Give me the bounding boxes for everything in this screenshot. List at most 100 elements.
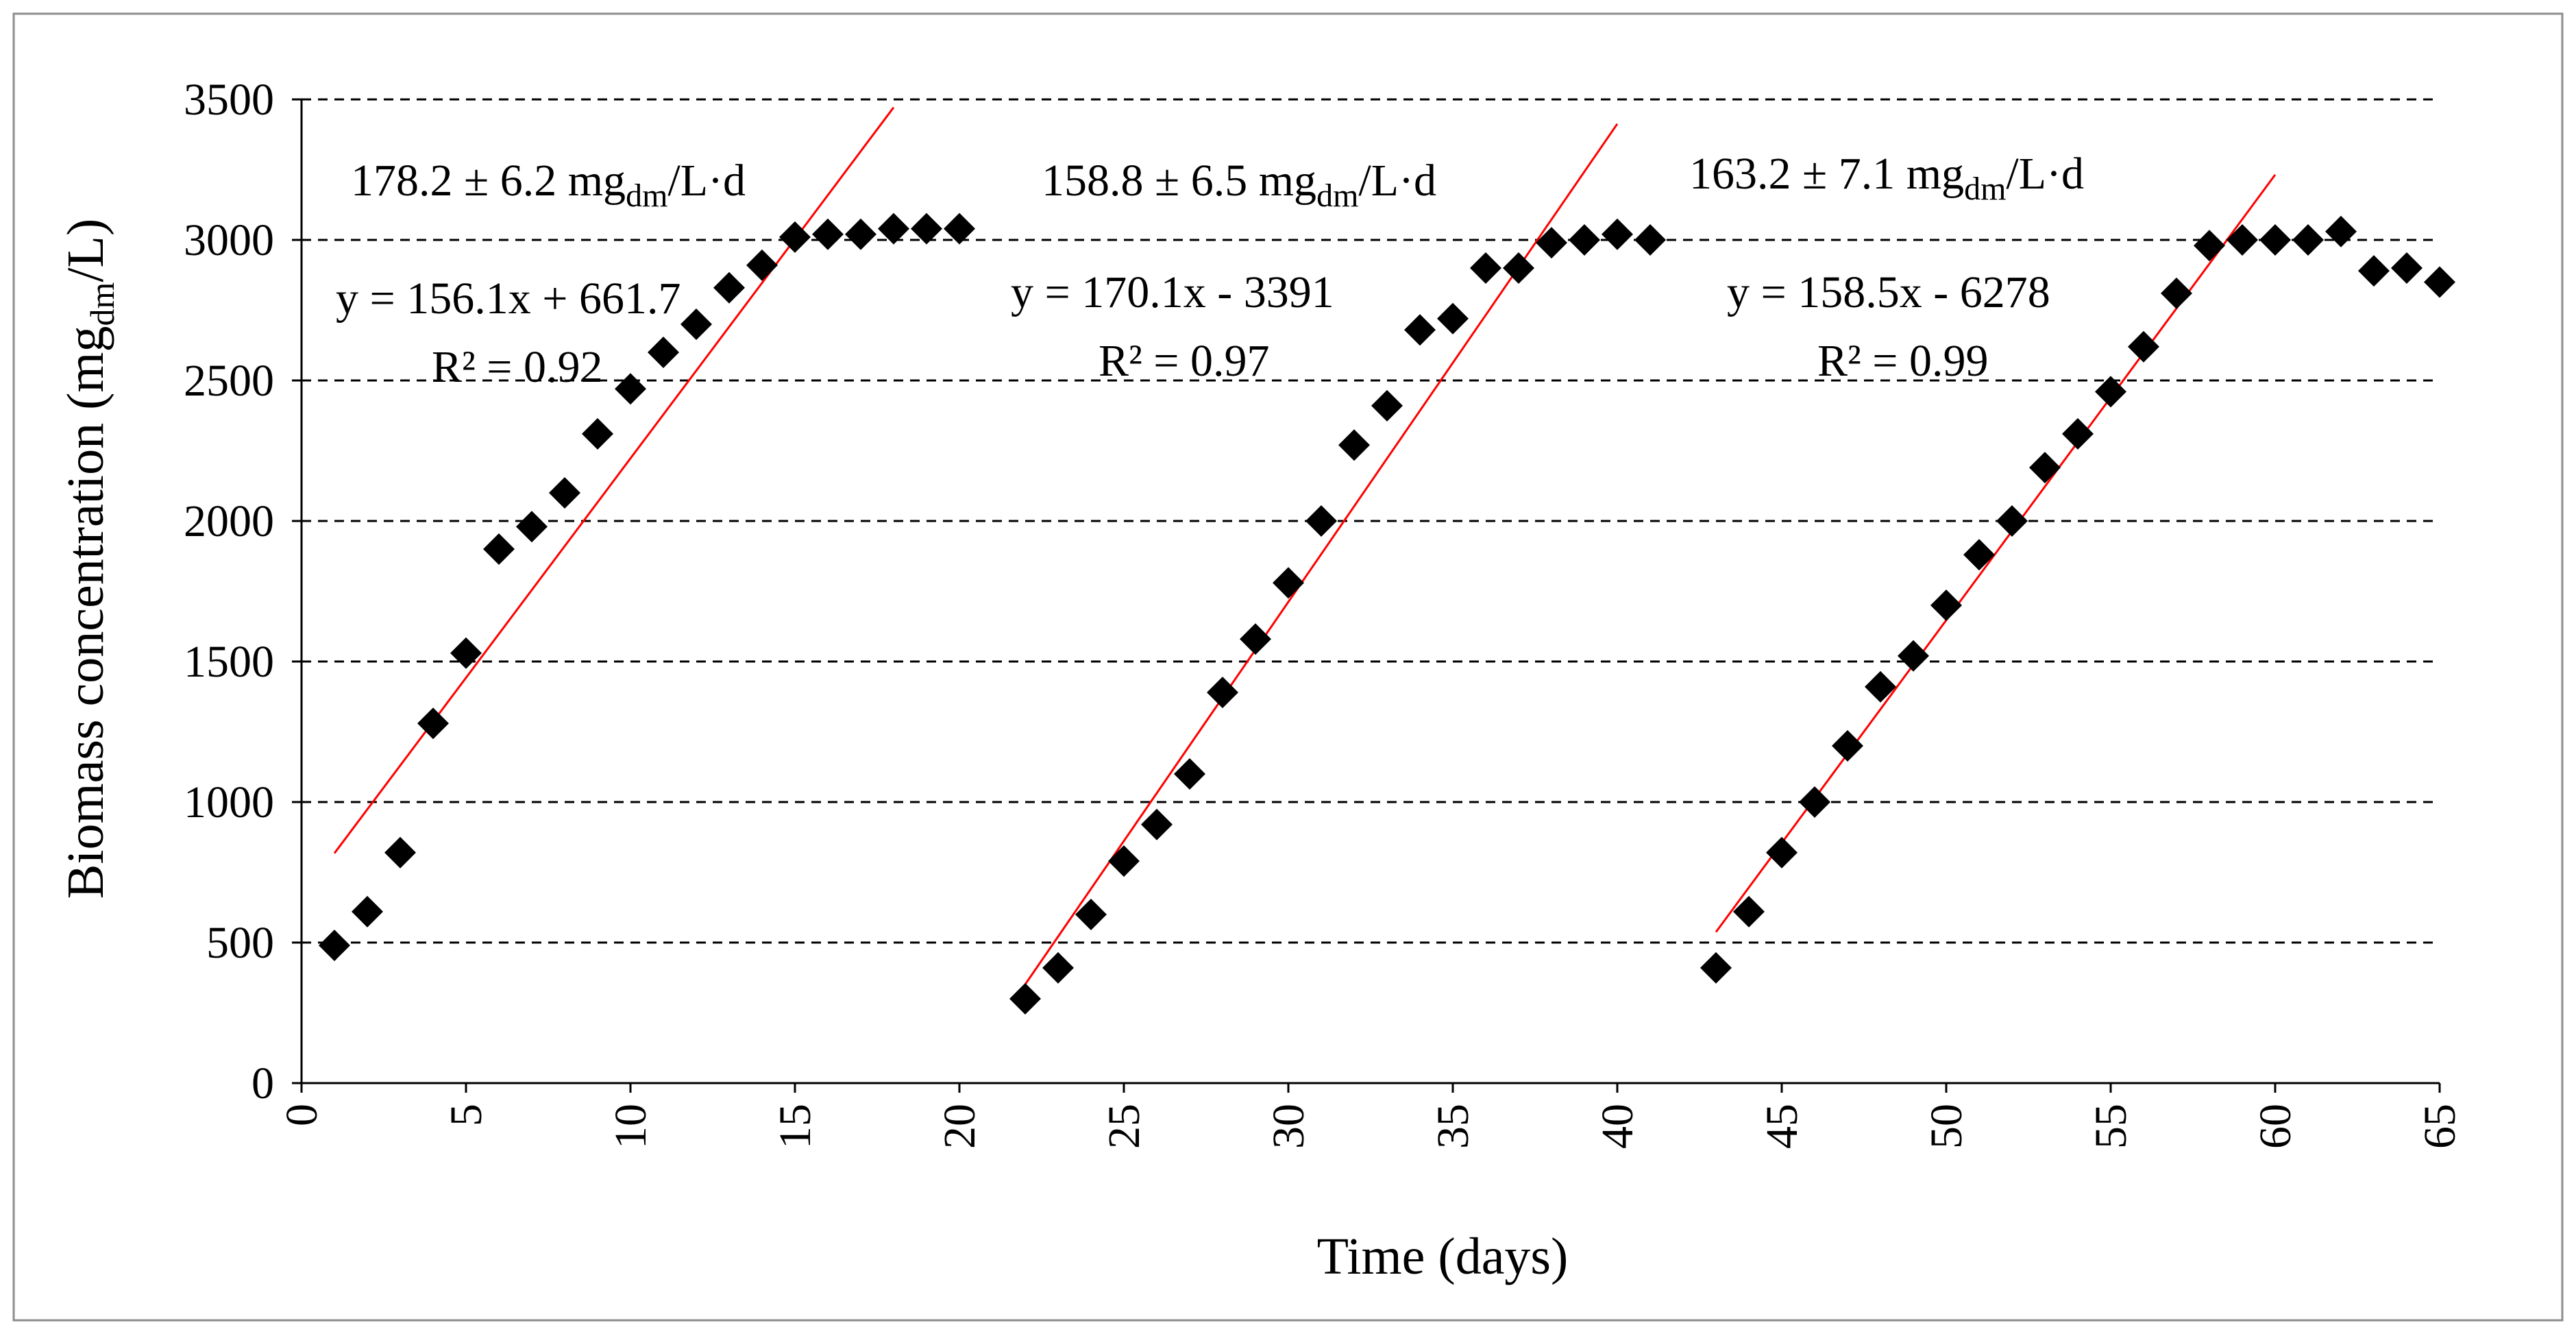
rate-label-3: 163.2 ± 7.1 mgdm/L·d bbox=[1689, 149, 2084, 207]
data-point-s3-day-59 bbox=[2227, 224, 2258, 256]
x-tick-label-60: 60 bbox=[2250, 1104, 2301, 1149]
y-tick-label-1500: 1500 bbox=[184, 637, 274, 687]
x-tick-label-15: 15 bbox=[770, 1104, 820, 1149]
y-tick-label-3500: 3500 bbox=[184, 75, 274, 125]
rate-sub-2: dm bbox=[1316, 178, 1358, 214]
y-tick-label-0: 0 bbox=[252, 1058, 274, 1108]
x-tick-label-65: 65 bbox=[2415, 1104, 2465, 1149]
data-point-s3-day-60 bbox=[2259, 224, 2291, 256]
data-point-s1-day-11 bbox=[648, 337, 679, 368]
rate-unit-2: /L·d bbox=[1358, 156, 1436, 206]
data-point-s2-day-38 bbox=[1536, 227, 1567, 259]
data-point-s2-day-29 bbox=[1240, 623, 1271, 655]
data-point-s1-day-6 bbox=[483, 533, 515, 565]
data-point-s3-day-61 bbox=[2292, 224, 2324, 256]
y-tick-label-1000: 1000 bbox=[184, 777, 274, 827]
rate-sub-1: dm bbox=[626, 178, 667, 214]
data-point-s1-day-5 bbox=[450, 637, 482, 669]
y-axis-title-sub: dm bbox=[83, 282, 121, 326]
data-point-s2-day-41 bbox=[1634, 224, 1666, 256]
equation-label-3: y = 158.5x - 6278 bbox=[1727, 267, 2050, 317]
data-point-s2-day-34 bbox=[1404, 314, 1436, 346]
x-tick-label-35: 35 bbox=[1428, 1104, 1478, 1149]
data-point-s3-day-63 bbox=[2358, 255, 2390, 287]
data-point-s2-day-39 bbox=[1569, 224, 1600, 256]
data-point-s3-day-44 bbox=[1733, 895, 1765, 927]
data-point-s3-day-49 bbox=[1898, 640, 1929, 672]
x-tick-label-40: 40 bbox=[1593, 1104, 1643, 1149]
x-tick-label-25: 25 bbox=[1099, 1104, 1149, 1149]
chart-frame bbox=[12, 12, 2564, 1322]
data-point-s1-day-7 bbox=[516, 511, 548, 543]
r2-label-2: R² = 0.97 bbox=[1099, 336, 1270, 386]
r2-label-3: R² = 0.99 bbox=[1817, 336, 1989, 386]
x-tick-label-55: 55 bbox=[2086, 1104, 2136, 1149]
data-point-s3-day-48 bbox=[1865, 670, 1896, 703]
x-tick-label-30: 30 bbox=[1264, 1104, 1314, 1149]
y-axis-title-suffix: /L) bbox=[57, 219, 114, 282]
data-point-s2-day-23 bbox=[1042, 951, 1074, 984]
data-point-s1-day-20 bbox=[944, 213, 975, 245]
data-point-s3-day-57 bbox=[2161, 277, 2192, 309]
data-point-s1-day-15 bbox=[779, 221, 811, 253]
trendline-1 bbox=[333, 106, 895, 854]
rate-sub-3: dm bbox=[1964, 171, 2006, 207]
data-point-s3-day-55 bbox=[2095, 376, 2126, 408]
x-tick-label-0: 0 bbox=[277, 1104, 327, 1126]
data-point-s2-day-24 bbox=[1075, 899, 1107, 930]
data-point-s3-day-51 bbox=[1963, 539, 1995, 571]
data-point-s1-day-9 bbox=[582, 417, 613, 450]
data-point-s1-day-16 bbox=[812, 218, 844, 250]
y-tick-label-3000: 3000 bbox=[184, 215, 274, 265]
data-point-s3-day-54 bbox=[2062, 417, 2094, 450]
data-point-s2-day-22 bbox=[1009, 983, 1041, 1015]
data-point-s1-day-3 bbox=[384, 836, 416, 869]
y-tick-label-2500: 2500 bbox=[184, 356, 274, 406]
data-point-s2-day-40 bbox=[1602, 218, 1633, 250]
data-point-s3-day-43 bbox=[1700, 951, 1732, 984]
data-point-s1-day-18 bbox=[878, 213, 909, 245]
data-point-s2-day-25 bbox=[1108, 845, 1140, 877]
axes bbox=[292, 98, 2441, 1093]
y-axis-title: Biomass concentration (mgdm/L) bbox=[57, 219, 121, 899]
data-point-s1-day-13 bbox=[713, 271, 745, 304]
data-point-s2-day-26 bbox=[1141, 808, 1173, 840]
data-point-s3-day-46 bbox=[1799, 786, 1830, 818]
data-point-s1-day-12 bbox=[680, 308, 712, 340]
x-tick-label-5: 5 bbox=[441, 1104, 491, 1126]
data-point-s1-day-2 bbox=[352, 895, 383, 927]
x-tick-label-20: 20 bbox=[935, 1104, 985, 1149]
y-tick-label-2000: 2000 bbox=[184, 496, 274, 546]
data-point-s1-day-8 bbox=[549, 477, 580, 509]
x-axis-title: Time (days) bbox=[1317, 1228, 1569, 1285]
r2-label-1: R² = 0.92 bbox=[432, 342, 603, 392]
rate-label-1: 178.2 ± 6.2 mgdm/L·d bbox=[351, 156, 746, 214]
data-point-s2-day-36 bbox=[1470, 252, 1501, 284]
data-point-s2-day-37 bbox=[1503, 252, 1534, 284]
data-point-s2-day-31 bbox=[1305, 505, 1337, 537]
data-point-s1-day-1 bbox=[319, 930, 350, 962]
equation-label-2: y = 170.1x - 3391 bbox=[1011, 267, 1334, 317]
rate-unit-1: /L·d bbox=[667, 156, 746, 206]
x-tick-label-45: 45 bbox=[1757, 1104, 1807, 1149]
data-point-s3-day-62 bbox=[2325, 215, 2357, 247]
data-point-s3-day-50 bbox=[1930, 590, 1962, 621]
data-point-s2-day-28 bbox=[1207, 677, 1238, 709]
data-point-s3-day-58 bbox=[2194, 230, 2225, 262]
data-point-s3-day-65 bbox=[2424, 266, 2455, 298]
data-point-s2-day-35 bbox=[1437, 302, 1469, 335]
x-tick-label-10: 10 bbox=[606, 1104, 656, 1149]
data-point-s1-day-4 bbox=[417, 707, 449, 740]
x-tick-label-50: 50 bbox=[1922, 1104, 1972, 1149]
x-tick-labels: 0 5 10 15 20 25 30 35 40 45 50 55 60 65 bbox=[277, 1104, 2465, 1149]
rate-value-2: 158.8 ± 6.5 mg bbox=[1042, 156, 1316, 206]
data-point-s1-day-17 bbox=[845, 218, 876, 250]
data-point-s3-day-47 bbox=[1832, 730, 1863, 762]
equation-label-1: y = 156.1x + 661.7 bbox=[336, 274, 680, 324]
data-point-s1-day-19 bbox=[911, 213, 942, 245]
data-points bbox=[319, 213, 2455, 1015]
y-axis-title-prefix: Biomass concentration (mg bbox=[57, 326, 114, 899]
y-tick-label-500: 500 bbox=[206, 918, 274, 968]
data-point-s1-day-10 bbox=[615, 373, 646, 405]
